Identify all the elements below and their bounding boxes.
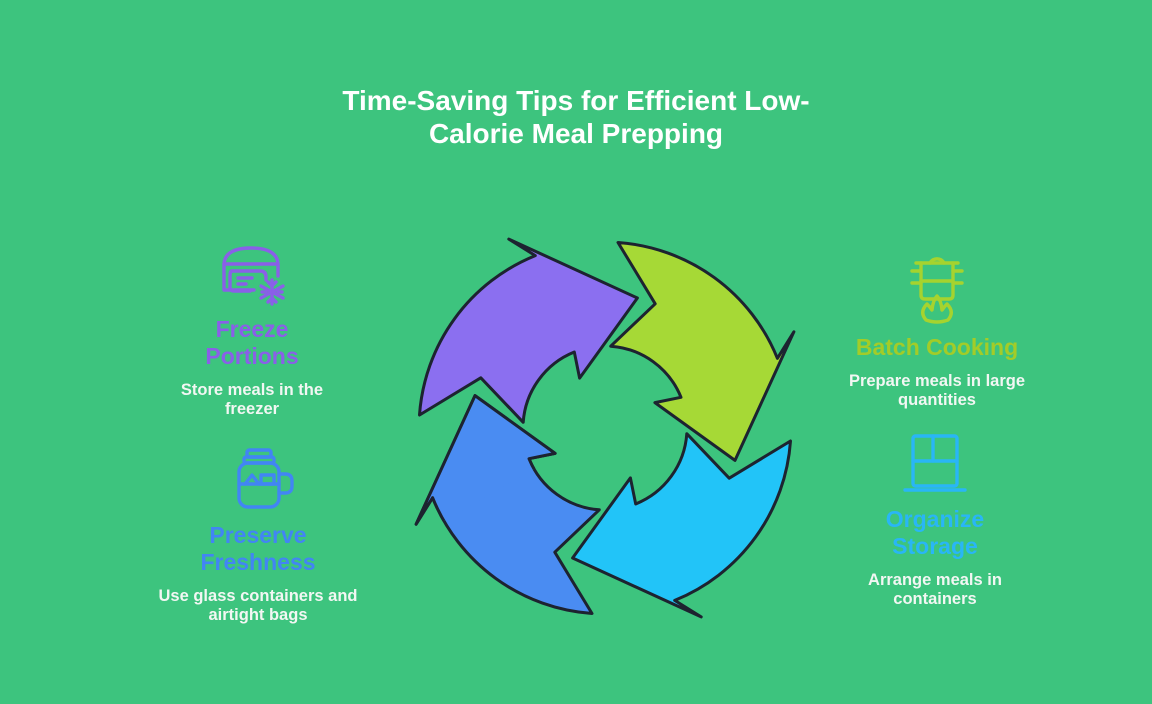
tip-description: Prepare meals in large quantities [848, 372, 1026, 409]
cycle-diagram [414, 237, 796, 619]
tip-heading: Freeze Portions [205, 316, 299, 369]
tip-card-freeze-portions: Freeze Portions Store meals in the freez… [132, 240, 372, 419]
mason-jar-icon [237, 448, 294, 509]
tip-card-preserve-freshness: Preserve Freshness Use glass containers … [138, 446, 378, 625]
cycle-arrow-bottom-right [571, 432, 792, 619]
tip-description: Arrange meals in containers [868, 571, 1002, 608]
cycle-arrow-top-right [609, 241, 796, 462]
freezer-snowflake-icon [222, 246, 288, 306]
tip-description: Store meals in the freezer [180, 381, 324, 418]
cycle-arrow-top-left [418, 237, 639, 424]
pot-on-flame-icon [910, 257, 964, 324]
tip-heading: Preserve Freshness [200, 522, 316, 575]
tip-description: Use glass containers and airtight bags [158, 587, 358, 624]
tip-card-batch-cooking: Batch Cooking Prepare meals in large qua… [817, 250, 1057, 410]
page-title: Time-Saving Tips for Efficient Low-Calor… [0, 84, 1152, 150]
page-title-text: Time-Saving Tips for Efficient Low-Calor… [342, 85, 810, 149]
tip-heading: Batch Cooking [855, 334, 1019, 360]
tip-heading: Organize Storage [885, 506, 985, 559]
tip-card-organize-storage: Organize Storage Arrange meals in contai… [815, 430, 1055, 609]
storage-container-icon [903, 434, 967, 492]
